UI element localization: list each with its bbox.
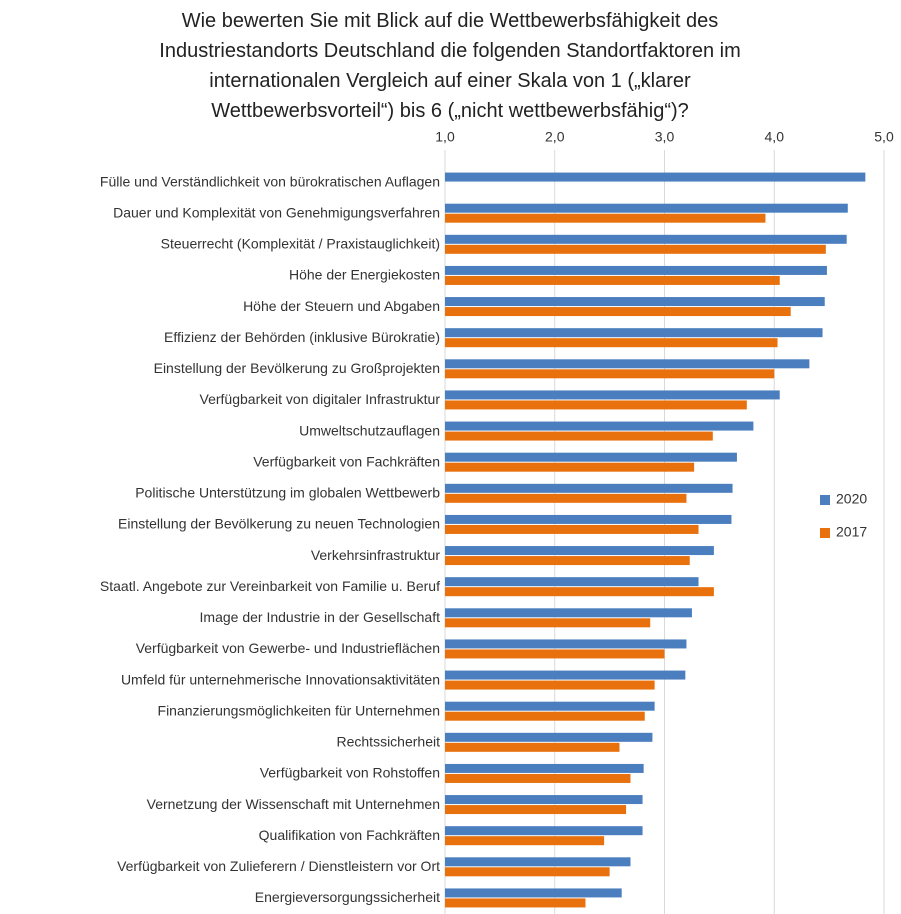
y-tick-label: Image der Industrie in der Gesellschaft: [200, 609, 441, 625]
bar: [445, 307, 791, 317]
bar: [445, 328, 823, 338]
x-tick-label: 1,0: [435, 129, 455, 145]
bar: [445, 763, 644, 773]
x-tick-label: 2,0: [545, 129, 565, 145]
bar: [445, 732, 653, 742]
y-tick-label: Finanzierungsmöglichkeiten für Unternehm…: [158, 702, 440, 718]
bar: [445, 493, 687, 503]
y-tick-label: Staatl. Angebote zur Vereinbarkeit von F…: [100, 578, 440, 594]
bar: [445, 639, 687, 649]
bar: [445, 462, 695, 472]
bar: [445, 556, 690, 566]
y-tick-label: Einstellung der Bevölkerung zu neuen Tec…: [118, 516, 440, 532]
bar: [445, 203, 848, 213]
legend-swatch: [820, 495, 830, 505]
y-tick-label: Qualifikation von Fachkräften: [259, 827, 440, 843]
y-tick-label: Fülle und Verständlichkeit von bürokrati…: [100, 173, 440, 189]
legend-swatch: [820, 528, 830, 538]
bar: [445, 608, 692, 618]
bar: [445, 680, 655, 690]
y-tick-label: Dauer und Komplexität von Genehmigungsve…: [113, 204, 440, 220]
bar: [445, 431, 713, 441]
bar: [445, 711, 645, 721]
x-tick-label: 4,0: [765, 129, 785, 145]
y-tick-label: Höhe der Energiekosten: [289, 267, 440, 283]
legend-label: 2017: [836, 524, 867, 540]
bar: [445, 452, 737, 462]
bar: [445, 742, 620, 752]
bar: [445, 867, 610, 877]
bar: [445, 795, 643, 805]
legend-label: 2020: [836, 491, 867, 507]
y-tick-label: Verfügbarkeit von Fachkräften: [253, 453, 440, 469]
bar: [445, 483, 733, 493]
bar: [445, 213, 766, 223]
chart-title: Wie bewerten Sie mit Blick auf die Wettb…: [159, 10, 741, 122]
bar: [445, 836, 605, 846]
y-tick-label: Verfügbarkeit von Zulieferern / Dienstle…: [117, 858, 440, 874]
x-tick-label: 5,0: [874, 129, 894, 145]
y-tick-label: Vernetzung der Wissenschaft mit Unterneh…: [147, 796, 440, 812]
bar: [445, 670, 686, 680]
bar: [445, 359, 810, 369]
y-tick-label: Effizienz der Behörden (inklusive Bürokr…: [164, 329, 440, 345]
bar: [445, 275, 780, 285]
y-tick-label: Höhe der Steuern und Abgaben: [243, 298, 440, 314]
bar: [445, 514, 732, 524]
bar: [445, 390, 780, 400]
bar: [445, 826, 643, 836]
x-tick-label: 3,0: [655, 129, 675, 145]
y-tick-label: Umfeld für unternehmerische Innovationsa…: [121, 671, 440, 687]
y-tick-label: Verfügbarkeit von Rohstoffen: [260, 765, 440, 781]
bar: [445, 888, 622, 898]
y-tick-label: Politische Unterstützung im globalen Wet…: [135, 485, 440, 501]
bar: [445, 577, 699, 587]
bar: [445, 898, 586, 908]
bar: [445, 524, 699, 534]
bar: [445, 234, 847, 244]
bar: [445, 587, 714, 597]
y-tick-label: Verfügbarkeit von digitaler Infrastruktu…: [200, 391, 441, 407]
y-tick-label: Einstellung der Bevölkerung zu Großproje…: [154, 360, 440, 376]
bar: [445, 265, 827, 275]
bar: [445, 773, 631, 783]
y-tick-label: Verfügbarkeit von Gewerbe- und Industrie…: [136, 640, 440, 656]
y-tick-label: Rechtssicherheit: [337, 734, 441, 750]
y-tick-label: Energieversorgungssicherheit: [255, 889, 440, 905]
y-tick-label: Verkehrsinfrastruktur: [311, 547, 440, 563]
bar: [445, 297, 825, 307]
bar: [445, 244, 826, 254]
bar: [445, 400, 747, 410]
bar: [445, 369, 775, 379]
bar: [445, 338, 778, 348]
bar: [445, 649, 665, 659]
bar: [445, 172, 866, 182]
bar: [445, 805, 627, 815]
bar: [445, 618, 651, 628]
y-tick-label: Steuerrecht (Komplexität / Praxistauglic…: [161, 236, 440, 252]
bar: [445, 701, 655, 711]
bar: [445, 857, 631, 867]
bar: [445, 421, 754, 431]
y-tick-label: Umweltschutzauflagen: [299, 422, 440, 438]
bar: [445, 546, 714, 556]
